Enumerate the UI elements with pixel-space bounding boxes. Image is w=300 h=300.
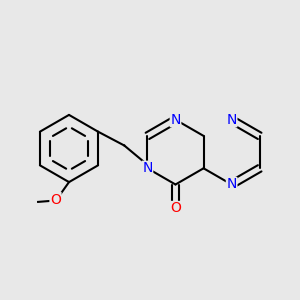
Text: N: N [226,113,237,127]
Text: O: O [50,193,61,206]
Text: N: N [226,178,237,191]
Text: N: N [142,161,153,175]
Text: N: N [170,113,181,127]
Text: O: O [170,202,181,215]
